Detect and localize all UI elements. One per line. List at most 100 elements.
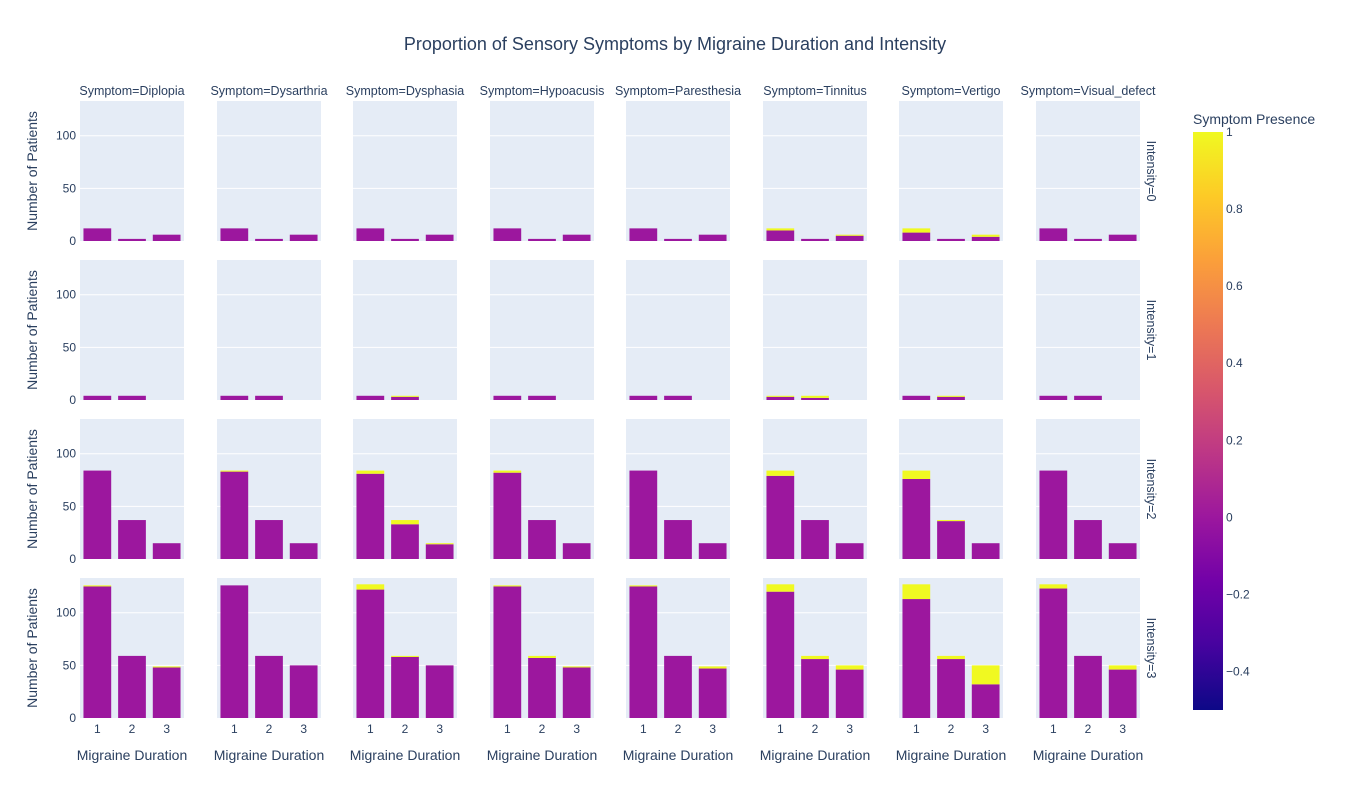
bar-symptom-absent (255, 520, 283, 559)
bar-symptom-absent (1039, 470, 1068, 559)
bar-symptom-absent (801, 659, 829, 718)
bar-symptom-absent (1074, 238, 1102, 241)
y-tick-label: 50 (63, 181, 77, 195)
bar-symptom-present (971, 234, 1000, 237)
colorbar-tick-label: −0.2 (1226, 587, 1250, 601)
x-tick-label: 2 (812, 722, 819, 736)
bar-symptom-absent (698, 234, 727, 241)
facet-panel-background (490, 101, 594, 241)
bar-symptom-absent (118, 520, 146, 559)
facet-panel-background (217, 101, 321, 241)
y-axis-title: Number of Patients (24, 270, 40, 390)
bar-symptom-absent (801, 238, 829, 241)
bar-symptom-absent (902, 479, 931, 559)
bar-symptom-present (766, 228, 795, 231)
bar-symptom-present (562, 666, 591, 668)
bar-symptom-absent (629, 586, 658, 718)
bar-symptom-absent (766, 475, 795, 559)
bar-symptom-absent (425, 234, 454, 241)
bar-symptom-absent (835, 235, 864, 241)
bar-symptom-absent (356, 473, 385, 559)
bar-symptom-absent (835, 543, 864, 559)
bar-symptom-absent (255, 238, 283, 241)
bar-symptom-absent (493, 228, 522, 241)
bar-symptom-absent (766, 230, 795, 241)
bar-symptom-absent (937, 238, 965, 241)
bar-symptom-absent (562, 234, 591, 241)
bar-symptom-absent (1039, 588, 1068, 718)
x-tick-label: 1 (777, 722, 784, 736)
y-tick-label: 0 (69, 234, 76, 248)
bar-symptom-absent (118, 395, 146, 400)
bar-symptom-absent (83, 586, 112, 718)
bar-symptom-absent (83, 470, 112, 559)
x-tick-label: 2 (948, 722, 955, 736)
bar-symptom-absent (83, 228, 112, 241)
bar-symptom-present (835, 234, 864, 236)
colorbar-tick-label: 0 (1226, 510, 1233, 524)
y-tick-label: 100 (56, 129, 76, 143)
bar-symptom-present (902, 584, 931, 600)
y-tick-label: 50 (63, 340, 77, 354)
bar-symptom-absent (937, 521, 965, 559)
bar-symptom-absent (766, 396, 795, 400)
x-tick-label: 2 (1085, 722, 1092, 736)
facet-panel-background (490, 260, 594, 400)
bar-symptom-absent (391, 238, 419, 241)
bar-symptom-absent (1074, 395, 1102, 400)
facet-panel-background (1036, 101, 1140, 241)
bar-symptom-absent (425, 665, 454, 718)
x-tick-label: 1 (231, 722, 238, 736)
bar-symptom-present (83, 585, 112, 587)
bar-symptom-absent (902, 232, 931, 241)
facet-panel-background (353, 101, 457, 241)
chart-title: Proportion of Sensory Symptoms by Migrai… (404, 34, 946, 54)
bar-symptom-absent (1074, 520, 1102, 559)
bar-symptom-absent (629, 395, 658, 400)
bar-symptom-present (766, 470, 795, 476)
bar-symptom-absent (801, 397, 829, 400)
facet-column-label: Symptom=Dysarthria (210, 84, 327, 98)
bar-symptom-absent (766, 591, 795, 718)
bar-symptom-absent (664, 520, 692, 559)
x-tick-label: 2 (266, 722, 273, 736)
facet-panel-background (763, 260, 867, 400)
bar-symptom-absent (528, 395, 556, 400)
y-tick-label: 0 (69, 711, 76, 725)
bar-symptom-present (766, 584, 795, 592)
bar-symptom-absent (391, 396, 419, 400)
facet-panel-background (353, 260, 457, 400)
bar-symptom-absent (1108, 234, 1137, 241)
bar-symptom-present (356, 470, 385, 474)
x-tick-label: 2 (402, 722, 409, 736)
x-axis-title: Migraine Duration (487, 747, 598, 763)
bar-symptom-absent (118, 655, 146, 718)
bar-symptom-absent (1074, 655, 1102, 718)
facet-panel-background (899, 101, 1003, 241)
bar-symptom-present (493, 585, 522, 587)
y-tick-label: 100 (56, 447, 76, 461)
facet-panel-background (217, 260, 321, 400)
bar-symptom-present (1108, 665, 1137, 670)
colorbar-tick-label: −0.4 (1226, 664, 1250, 678)
bar-symptom-present (937, 395, 965, 397)
bar-symptom-absent (356, 228, 385, 241)
facet-panels: Symptom=Diplopia Symptom=Dysarthria Sympto… (24, 84, 1158, 763)
bar-symptom-present (152, 666, 181, 668)
bar-symptom-absent (493, 472, 522, 559)
y-tick-label: 0 (69, 393, 76, 407)
bar-symptom-present (902, 470, 931, 479)
x-tick-label: 2 (129, 722, 136, 736)
y-tick-label: 50 (63, 499, 77, 513)
facet-column-label: Symptom=Diplopia (79, 84, 184, 98)
x-tick-label: 3 (982, 722, 989, 736)
bar-symptom-absent (220, 471, 249, 559)
y-axis-title: Number of Patients (24, 429, 40, 549)
bar-symptom-present (425, 543, 454, 545)
x-tick-label: 1 (913, 722, 920, 736)
x-tick-label: 1 (1050, 722, 1057, 736)
bar-symptom-absent (902, 395, 931, 400)
facet-panel-background (626, 260, 730, 400)
